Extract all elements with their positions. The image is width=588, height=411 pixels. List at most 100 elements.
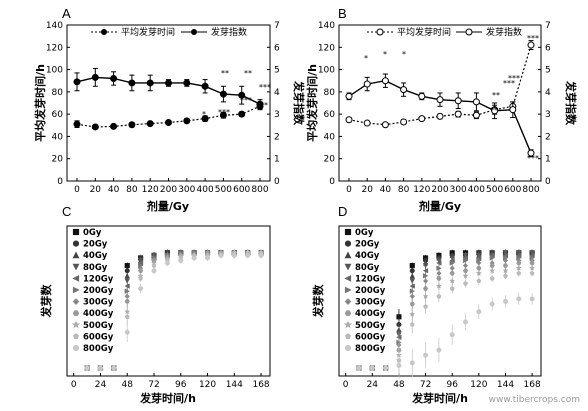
panel-c-x-ticks: 0 24 48 72 96 120 144 168 — [71, 373, 270, 390]
panel-d-x-label: 发芽时间/h — [411, 391, 468, 405]
panel-a-y-tick-label: 100 — [46, 66, 63, 76]
panel-b-significance: *** — [527, 154, 539, 163]
panel-b-y-tick-label: 120 — [318, 43, 335, 53]
panel-a-point — [238, 91, 246, 99]
panel-d-point — [409, 301, 415, 307]
panel-b-y2-tick-label: 4 — [545, 88, 551, 98]
panel-d-legend-label: 500Gy — [355, 321, 386, 331]
panel-a-point — [146, 120, 154, 128]
panel-a-x-tick-label: 600 — [233, 185, 250, 195]
panel-a-y-tick-label: 80 — [52, 88, 64, 98]
panel-c-letter: C — [62, 204, 71, 219]
panel-c-x-tick-label: 24 — [95, 380, 107, 390]
panel-c-point — [138, 286, 144, 292]
panel-d-legend-marker — [344, 344, 352, 352]
panel-b-point — [436, 96, 444, 104]
panel-d-x-ticks: 0 24 48 72 96 120 144 168 — [343, 373, 541, 390]
panel-a-letter: A — [62, 6, 71, 21]
panel-a-point — [128, 121, 136, 129]
panel-b-significance: ** — [490, 106, 498, 115]
panel-a-y2-ticks: 0 1 2 3 4 5 6 7 — [267, 21, 280, 187]
panel-a-x-tick-label: 400 — [197, 185, 214, 195]
panel-b-y-tick-label: 100 — [318, 66, 335, 76]
panel-c-legend-label: 500Gy — [83, 321, 114, 331]
panel-b-point — [454, 97, 462, 105]
panel-a-y2-tick-label: 7 — [274, 21, 280, 31]
panel-d-point — [529, 264, 536, 271]
panel-d-point — [423, 352, 429, 358]
panel-d-point — [516, 260, 522, 266]
panel-c-legend-label: 120Gy — [83, 274, 114, 284]
panel-b-point — [418, 92, 426, 100]
panel-b-y-label: 平均发芽时间/h — [305, 64, 319, 142]
panel-a-significance: * — [202, 110, 206, 119]
panel-c-point — [258, 252, 264, 258]
panel-d-point — [422, 293, 429, 299]
panel-c-legend-marker — [71, 320, 81, 329]
panel-d-point — [476, 309, 482, 315]
panel-a-significance: ** — [221, 69, 229, 78]
panel-d-legend-marker — [344, 263, 352, 271]
panel-a-point — [146, 79, 154, 87]
panel-b-point — [345, 92, 353, 100]
panel-c-point — [138, 275, 144, 281]
panel-d-x-tick-label: 120 — [470, 380, 487, 390]
panel-b-point — [527, 41, 535, 49]
panel-d-point — [409, 360, 415, 366]
panel-c-legend-marker — [72, 251, 80, 259]
panel-b-point — [381, 77, 389, 85]
legend-marker-filled — [101, 29, 107, 35]
panel-a-y-tick-label: 60 — [52, 110, 64, 120]
panel-a-point — [73, 120, 81, 128]
panel-d-point — [503, 273, 508, 278]
panel-d-legend-marker — [344, 310, 352, 316]
panel-b-point — [491, 107, 499, 115]
panel-a-series-line-0 — [76, 105, 261, 128]
panel-a-point — [201, 115, 209, 123]
panel-a-point — [219, 90, 227, 98]
panel-c-point — [218, 252, 224, 258]
panel-d-point — [423, 286, 429, 291]
panel-d-legend-label: 0Gy — [355, 228, 374, 238]
panel-c-x-tick-label: 144 — [226, 380, 243, 390]
panel-a-significance: *** — [259, 83, 271, 92]
panel-a-y-ticks: 0 20 40 60 80 100 120 140 — [46, 21, 70, 187]
panel-d-point — [383, 365, 389, 371]
panel-b-significance: ** — [492, 91, 500, 100]
panel-c-legend-marker — [72, 298, 80, 305]
panel-d-point — [529, 260, 535, 266]
panel-b-y-tick-label: 20 — [324, 155, 336, 165]
panel-d-point — [475, 270, 483, 276]
panel-a-y-tick-label: 40 — [52, 132, 64, 142]
panel-b-y2-tick-label: 3 — [545, 110, 551, 120]
panel-b-legend-0: 平均发芽时间 — [397, 26, 451, 38]
panel-d-point — [436, 276, 442, 281]
panel-d-point — [409, 263, 415, 269]
panel-c-legend-marker — [72, 344, 80, 352]
panel-d-legend-label: 80Gy — [355, 263, 380, 273]
panel-d-legend-marker — [344, 240, 352, 247]
panel-b-y2-tick-label: 7 — [545, 21, 551, 31]
panel-a-significance: *** — [256, 101, 268, 110]
panel-c-point — [191, 255, 197, 261]
panel-c-legend-marker — [72, 333, 80, 339]
panel-d-point — [435, 282, 442, 289]
panel-c-legend-marker — [72, 310, 80, 316]
panel-d-legend-label: 600Gy — [355, 332, 386, 342]
panel-d-letter: D — [338, 204, 347, 219]
panel-b-point — [527, 149, 535, 157]
panel-b-point — [345, 116, 353, 124]
panel-c-legend-marker — [72, 240, 80, 247]
panel-c-legend-marker — [72, 263, 80, 271]
panel-d-x-tick-label: 0 — [343, 380, 349, 390]
panel-a-y-tick-label: 20 — [52, 155, 64, 165]
panel-d-point — [489, 275, 495, 281]
panel-a-series — [73, 67, 264, 131]
panel-c-legend-label: 300Gy — [83, 298, 114, 308]
panel-c-point — [111, 365, 117, 371]
panel-a-y-tick-label: 140 — [46, 21, 63, 31]
panel-d-point — [449, 265, 455, 271]
panel-b-y-tick-label: 0 — [329, 177, 335, 187]
panel-b-y-tick-label: 80 — [324, 88, 336, 98]
